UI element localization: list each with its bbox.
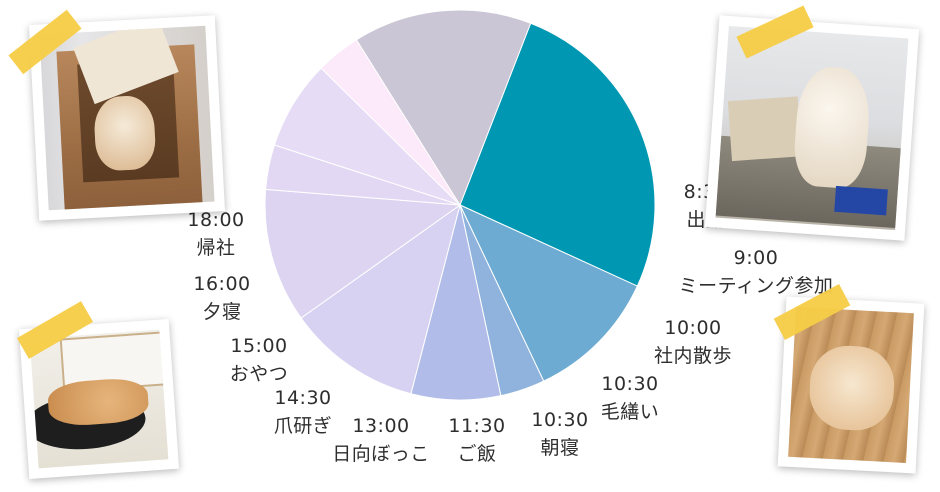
slice-label-10-return: 18:00 帰社 — [187, 209, 245, 259]
slice-label-7-claws: 14:30 爪研ぎ — [273, 387, 333, 437]
cat-at-desk-photo — [704, 15, 920, 241]
pie-slice-5 — [300, 203, 461, 395]
pie-slice-1 — [458, 203, 638, 382]
slice-label-3-grooming: 10:30 毛繕い — [600, 373, 660, 423]
slice-label-8-snack: 15:00 おやつ — [229, 335, 289, 385]
pie-slice-0 — [459, 22, 656, 287]
slice-label-2-walk: 10:00 社内散歩 — [653, 317, 733, 367]
slice-label-9-evening-nap: 16:00 夕寝 — [193, 273, 251, 323]
slice-label-5-lunch: 11:30 ご飯 — [448, 415, 506, 465]
pie-slice-10 — [355, 9, 532, 207]
slice-label-4-morning-nap: 10:30 朝寝 — [531, 409, 589, 459]
pie-slice-6 — [264, 188, 462, 319]
slice-label-6-sunbath: 13:00 日向ぼっこ — [332, 415, 430, 465]
slice-label-1-meeting: 9:00 ミーティング参加 — [678, 247, 834, 297]
